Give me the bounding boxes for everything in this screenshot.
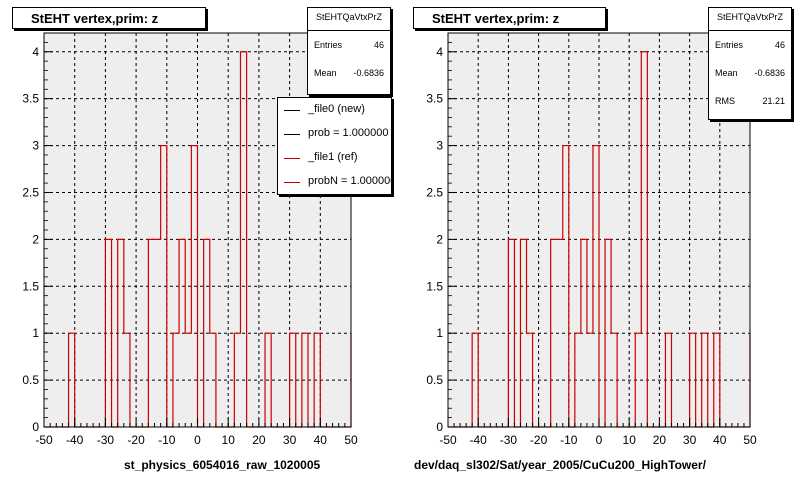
panel-1-stats-row-mean: Mean -0.6836 bbox=[308, 59, 390, 87]
x-tick-label: 50 bbox=[743, 433, 757, 447]
x-tick-label: -40 bbox=[66, 433, 84, 447]
legend-line-black bbox=[284, 134, 300, 135]
legend-line-red bbox=[284, 158, 300, 159]
panel-1-x-title: st_physics_6054016_raw_1020005 bbox=[124, 458, 321, 472]
stats-label: Mean bbox=[314, 68, 337, 78]
x-tick-label: 40 bbox=[713, 433, 727, 447]
x-tick-label: 0 bbox=[194, 433, 201, 447]
y-tick-label: 2.5 bbox=[426, 185, 443, 199]
x-tick-label: -40 bbox=[470, 433, 488, 447]
y-tick-label: 1 bbox=[32, 326, 39, 340]
x-tick-label: -10 bbox=[158, 433, 176, 447]
y-tick-label: 2.5 bbox=[22, 185, 39, 199]
legend-label: prob = 1.000000 bbox=[308, 127, 389, 139]
x-tick-label: 10 bbox=[222, 433, 236, 447]
legend-label: probN = 1.000000 bbox=[308, 175, 392, 187]
stats-value: -0.6836 bbox=[754, 68, 785, 78]
legend-line-red bbox=[284, 182, 300, 183]
y-tick-label: 2 bbox=[436, 232, 443, 246]
stats-label: RMS bbox=[715, 96, 735, 106]
x-tick-label: -10 bbox=[560, 433, 578, 447]
panel-2-stats-name: StEHTQaVtxPrZ bbox=[709, 8, 791, 31]
stats-label: Entries bbox=[314, 40, 343, 50]
legend-item-prob: prob = 1.000000 bbox=[278, 122, 391, 146]
x-tick-label: 30 bbox=[283, 433, 297, 447]
panel-1-legend: _file0 (new) prob = 1.000000 _file1 (ref… bbox=[277, 97, 392, 195]
panel-2-x-title: dev/daq_sl302/Sat/year_2005/CuCu200_High… bbox=[414, 458, 706, 472]
x-tick-label: -50 bbox=[439, 433, 457, 447]
panel-2-plot: -50 -40 -30 -20 -10 0 10 20 30 40 50 0 0.5 1 1.5 2 2.5 3 3… bbox=[426, 32, 757, 447]
x-tick-label: -20 bbox=[127, 433, 145, 447]
x-tick-label: 30 bbox=[683, 433, 697, 447]
y-tick-label: 0.5 bbox=[426, 373, 443, 387]
panel-2-stats-row-rms: RMS 21.21 bbox=[709, 87, 791, 115]
legend-label: _file0 (new) bbox=[308, 103, 365, 115]
x-tick-label: 50 bbox=[344, 433, 358, 447]
panel-2-stats-row-mean: Mean -0.6836 bbox=[709, 59, 791, 87]
panel-1-title: StEHT vertex,prim: z bbox=[12, 7, 206, 29]
y-tick-label: 3 bbox=[436, 139, 443, 153]
panel-1-stats-name: StEHTQaVtxPrZ bbox=[308, 8, 390, 31]
legend-item-file1: _file1 (ref) bbox=[278, 146, 391, 170]
y-tick-label: 4 bbox=[436, 45, 443, 59]
y-tick-label: 0 bbox=[32, 420, 39, 434]
legend-item-probn: probN = 1.000000 bbox=[278, 170, 391, 194]
y-tick-label: 3.5 bbox=[426, 92, 443, 106]
y-tick-label: 1 bbox=[436, 326, 443, 340]
panel-2-title: StEHT vertex,prim: z bbox=[413, 7, 606, 29]
y-tick-label: 2 bbox=[32, 232, 39, 246]
x-tick-label: 20 bbox=[653, 433, 667, 447]
panel-1-stats-box: StEHTQaVtxPrZ Entries 46 Mean -0.6836 bbox=[307, 7, 391, 95]
x-tick-label: 20 bbox=[252, 433, 266, 447]
stats-label: Entries bbox=[715, 40, 744, 50]
y-tick-label: 4 bbox=[32, 45, 39, 59]
panel-2-title-text: StEHT vertex,prim: z bbox=[432, 11, 560, 26]
x-tick-label: -30 bbox=[500, 433, 518, 447]
y-tick-label: 3.5 bbox=[22, 92, 39, 106]
legend-item-file0: _file0 (new) bbox=[278, 98, 391, 122]
panel-1-plot: -50 -40 -30 -20 -10 0 10 20 30 40 50 0 0.5 1 1.5 2 2.5 3 3… bbox=[22, 32, 358, 447]
y-tick-label: 1.5 bbox=[426, 279, 443, 293]
x-tick-label: -50 bbox=[35, 433, 53, 447]
x-tick-label: 0 bbox=[596, 433, 603, 447]
x-tick-label: 10 bbox=[623, 433, 637, 447]
stats-value: 21.21 bbox=[762, 96, 785, 106]
y-tick-label: 1.5 bbox=[22, 279, 39, 293]
y-tick-label: 0.5 bbox=[22, 373, 39, 387]
legend-line-black bbox=[284, 110, 300, 111]
x-tick-label: -20 bbox=[530, 433, 548, 447]
legend-label: _file1 (ref) bbox=[308, 151, 358, 163]
panel-1-title-text: StEHT vertex,prim: z bbox=[31, 11, 159, 26]
panel-1-stats-row-entries: Entries 46 bbox=[308, 31, 390, 59]
y-tick-label: 3 bbox=[32, 139, 39, 153]
stats-value: 46 bbox=[774, 40, 785, 50]
panel-2-stats-row-entries: Entries 46 bbox=[709, 31, 791, 59]
panel-2-stats-box: StEHTQaVtxPrZ Entries 46 Mean -0.6836 RM… bbox=[708, 7, 792, 120]
x-tick-label: 40 bbox=[314, 433, 328, 447]
stats-label: Mean bbox=[715, 68, 738, 78]
stats-value: 46 bbox=[373, 40, 384, 50]
stats-value: -0.6836 bbox=[353, 68, 384, 78]
y-tick-label: 0 bbox=[436, 420, 443, 434]
x-tick-label: -30 bbox=[97, 433, 115, 447]
